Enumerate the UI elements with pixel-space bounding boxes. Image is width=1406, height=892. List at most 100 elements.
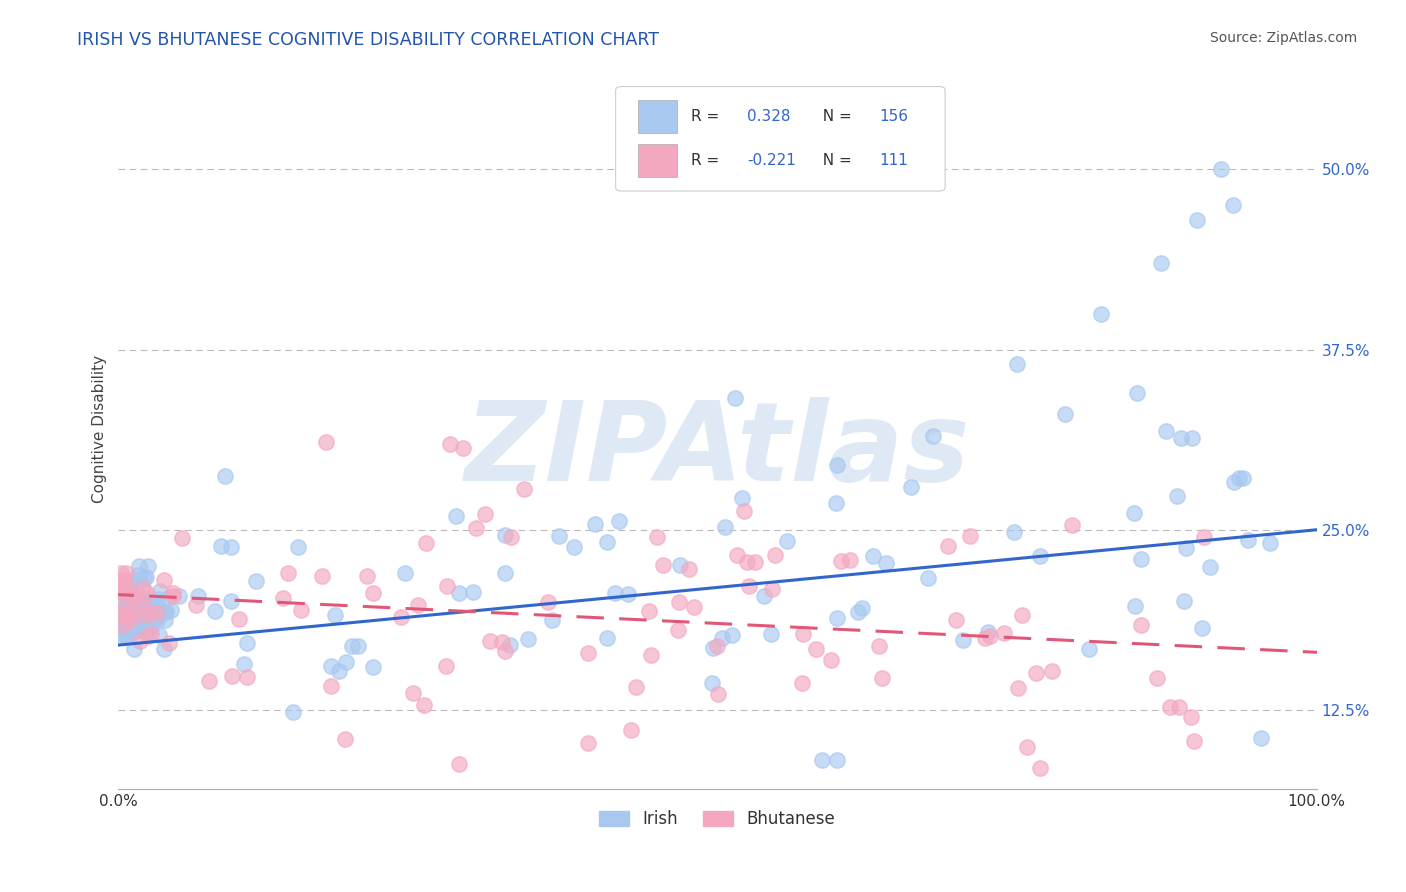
Point	[157, 591, 180, 606]
Point	[763, 549, 786, 563]
Point	[725, 548, 748, 562]
Point	[271, 591, 294, 605]
Point	[204, 604, 226, 618]
Point	[499, 638, 522, 652]
Point	[233, 657, 256, 671]
Point	[1180, 710, 1202, 724]
Point	[214, 468, 236, 483]
Point	[121, 587, 143, 601]
Point	[235, 636, 257, 650]
Point	[120, 613, 142, 627]
Point	[501, 530, 523, 544]
Point	[700, 676, 723, 690]
Point	[668, 558, 690, 572]
Point	[141, 597, 163, 611]
Point	[862, 549, 884, 563]
Point	[453, 441, 475, 455]
Point	[979, 629, 1001, 643]
Point	[776, 533, 799, 548]
Point	[759, 626, 782, 640]
Point	[645, 530, 668, 544]
Point	[541, 613, 564, 627]
Text: 0.328: 0.328	[748, 109, 792, 124]
Point	[187, 589, 209, 603]
Point	[596, 631, 619, 645]
Point	[148, 628, 170, 642]
Point	[121, 603, 143, 617]
Point	[733, 504, 755, 518]
Point	[143, 595, 166, 609]
Point	[287, 540, 309, 554]
Point	[415, 536, 437, 550]
Point	[752, 589, 775, 603]
Point	[938, 539, 960, 553]
Point	[115, 598, 138, 612]
Point	[761, 582, 783, 596]
Point	[824, 496, 846, 510]
Text: ZIPAtlas: ZIPAtlas	[465, 397, 970, 504]
Text: 156: 156	[879, 109, 908, 124]
Point	[124, 607, 146, 621]
Point	[1042, 664, 1064, 678]
Point	[361, 586, 384, 600]
Point	[108, 602, 131, 616]
Point	[209, 539, 232, 553]
Point	[115, 624, 138, 638]
Point	[875, 557, 897, 571]
Point	[112, 608, 135, 623]
Point	[167, 589, 190, 603]
Point	[436, 579, 458, 593]
Point	[162, 589, 184, 603]
Point	[114, 607, 136, 622]
Point	[235, 671, 257, 685]
Point	[340, 640, 363, 654]
Point	[170, 532, 193, 546]
Point	[120, 622, 142, 636]
Point	[145, 606, 167, 620]
Point	[838, 552, 860, 566]
Point	[135, 597, 157, 611]
Point	[637, 604, 659, 618]
Point	[1146, 671, 1168, 685]
Point	[735, 555, 758, 569]
Point	[408, 598, 430, 612]
Point	[112, 622, 135, 636]
Point	[830, 554, 852, 568]
Point	[596, 534, 619, 549]
Point	[491, 635, 513, 649]
Point	[219, 594, 242, 608]
Point	[465, 521, 488, 535]
Point	[737, 579, 759, 593]
Point	[135, 625, 157, 640]
Point	[145, 606, 167, 620]
Point	[666, 623, 689, 637]
Point	[110, 566, 132, 581]
Point	[129, 633, 152, 648]
Point	[129, 602, 152, 616]
Point	[744, 556, 766, 570]
Point	[129, 574, 152, 588]
Point	[678, 562, 700, 576]
Point	[576, 646, 599, 660]
Point	[124, 594, 146, 608]
Point	[150, 606, 173, 620]
Point	[142, 603, 165, 617]
Point	[603, 585, 626, 599]
Point	[146, 613, 169, 627]
Point	[1002, 524, 1025, 539]
Point	[576, 735, 599, 749]
Point	[128, 558, 150, 573]
Y-axis label: Cognitive Disability: Cognitive Disability	[93, 355, 107, 503]
Point	[1007, 681, 1029, 695]
Point	[583, 517, 606, 532]
Point	[124, 600, 146, 615]
Point	[122, 613, 145, 627]
Point	[111, 618, 134, 632]
Point	[617, 587, 640, 601]
Point	[110, 615, 132, 630]
Point	[184, 598, 207, 612]
Point	[478, 633, 501, 648]
Point	[547, 529, 569, 543]
Point	[198, 673, 221, 688]
Point	[356, 569, 378, 583]
